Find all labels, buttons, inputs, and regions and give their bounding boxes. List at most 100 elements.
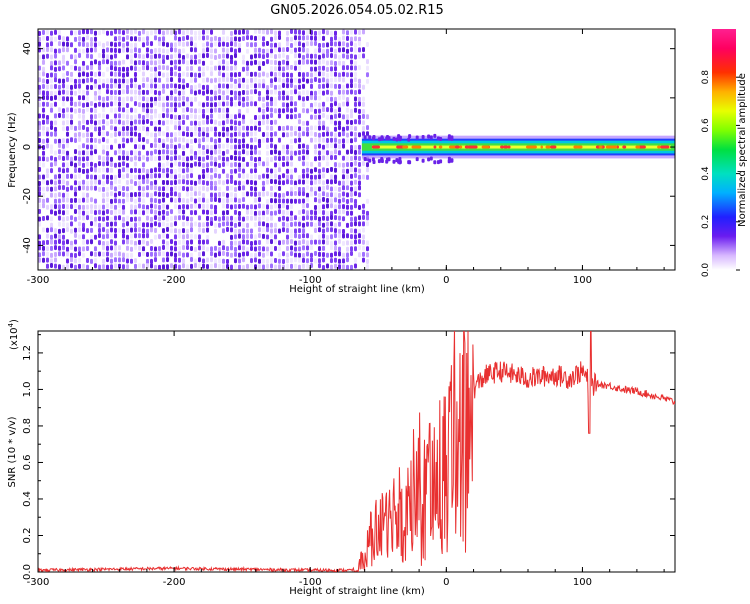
- noise-cell: [338, 72, 341, 78]
- noise-cell: [142, 137, 145, 143]
- noise-cell: [166, 264, 169, 270]
- noise-cell: [174, 120, 177, 126]
- noise-cell: [342, 185, 345, 191]
- noise-cell: [182, 84, 185, 90]
- noise-cell: [94, 198, 97, 204]
- noise-cell: [102, 167, 105, 173]
- noise-cell: [222, 191, 225, 197]
- noise-cell: [230, 179, 233, 184]
- noise-cell: [226, 161, 229, 167]
- noise-cell: [178, 215, 181, 221]
- noise-cell: [202, 197, 205, 203]
- noise-cell: [334, 233, 337, 239]
- noise-cell: [178, 84, 181, 89]
- noise-cell: [306, 78, 309, 84]
- noise-cell: [82, 192, 85, 198]
- noise-cell: [70, 228, 73, 234]
- noise-cell: [170, 42, 173, 48]
- noise-cell: [86, 102, 89, 108]
- noise-cell: [326, 210, 329, 216]
- noise-cell: [338, 47, 341, 53]
- noise-cell: [326, 138, 329, 143]
- noise-cell: [142, 263, 145, 269]
- noise-cell: [322, 83, 325, 89]
- noise-cell: [182, 162, 185, 167]
- noise-cell: [118, 185, 121, 190]
- noise-cell: [134, 150, 137, 156]
- noise-cell: [230, 204, 233, 210]
- noise-cell: [126, 54, 129, 60]
- noise-cell: [54, 120, 57, 126]
- noise-cell: [250, 228, 253, 234]
- noise-cell: [46, 215, 49, 221]
- noise-cell: [142, 96, 145, 102]
- noise-cell: [38, 209, 41, 214]
- noise-cell: [358, 228, 361, 234]
- noise-cell: [198, 126, 201, 132]
- noise-cell: [330, 143, 333, 149]
- noise-cell: [150, 41, 153, 47]
- noise-cell: [322, 210, 325, 216]
- noise-cell: [358, 132, 361, 138]
- noise-cell: [286, 83, 289, 89]
- noise-cell: [86, 77, 89, 83]
- noise-cell: [350, 192, 353, 197]
- noise-cell: [198, 245, 201, 251]
- noise-cell: [38, 161, 41, 167]
- noise-cell: [318, 137, 321, 143]
- noise-cell: [162, 203, 165, 209]
- noise-cell: [94, 83, 97, 89]
- noise-cell: [106, 120, 109, 126]
- band-peak: [577, 145, 583, 149]
- noise-cell: [358, 83, 361, 89]
- noise-cell: [350, 36, 353, 42]
- noise-cell: [190, 239, 193, 245]
- noise-cell: [70, 156, 73, 162]
- noise-cell: [42, 78, 45, 84]
- noise-cell: [238, 156, 241, 162]
- noise-cell: [182, 179, 185, 185]
- noise-cell: [234, 168, 237, 174]
- noise-cell: [182, 59, 185, 65]
- noise-cell: [306, 72, 309, 77]
- noise-cell: [346, 264, 349, 270]
- noise-cell: [238, 138, 241, 144]
- noise-cell: [182, 114, 185, 120]
- noise-cell: [286, 222, 289, 228]
- noise-cell: [186, 191, 189, 197]
- noise-cell: [146, 102, 149, 108]
- noise-cell: [54, 252, 57, 257]
- noise-cell: [338, 246, 341, 252]
- noise-cell: [342, 126, 345, 132]
- noise-cell: [230, 252, 233, 258]
- noise-cell: [226, 210, 229, 215]
- noise-cell: [362, 174, 365, 180]
- noise-cell: [138, 270, 141, 275]
- noise-cell: [250, 96, 253, 101]
- noise-cell: [178, 179, 181, 185]
- noise-cell: [82, 114, 85, 120]
- noise-cell: [354, 107, 357, 113]
- noise-cell: [70, 54, 73, 60]
- noise-cell: [302, 72, 305, 78]
- noise-cell: [254, 77, 257, 83]
- noise-cell: [274, 210, 277, 216]
- noise-cell: [178, 59, 181, 65]
- noise-cell: [106, 66, 109, 72]
- noise-cell: [322, 257, 325, 263]
- noise-cell: [182, 197, 185, 203]
- noise-cell: [190, 216, 193, 222]
- noise-cell: [226, 192, 229, 198]
- y-tick-label: 0.8: [22, 418, 33, 434]
- noise-cell: [54, 84, 57, 89]
- noise-cell: [358, 245, 361, 251]
- noise-cell: [262, 103, 265, 108]
- noise-cell: [298, 191, 301, 197]
- noise-cell: [338, 192, 341, 198]
- noise-cell: [298, 198, 301, 204]
- noise-cell: [230, 132, 233, 138]
- noise-cell: [178, 90, 181, 96]
- noise-cell: [154, 83, 157, 89]
- noise-cell: [354, 65, 357, 71]
- noise-cell: [238, 167, 241, 173]
